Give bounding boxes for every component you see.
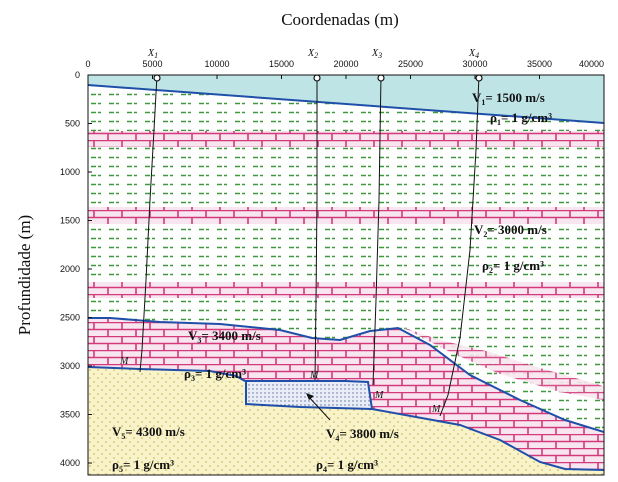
horizon-mark-2: M <box>309 370 319 381</box>
x-axis-ticks: 0 5000 10000 15000 20000 25000 30000 35000 40000 <box>85 59 605 79</box>
y-tick-label: 1000 <box>60 167 80 177</box>
layer-4-density: ρ4= 1 g/cm³ <box>316 457 378 474</box>
well-path-4 <box>439 75 480 417</box>
x-tick-label: 25000 <box>398 59 423 69</box>
horizon-mark-3: M <box>374 390 384 401</box>
layer-5-fill <box>88 367 604 475</box>
layer-5-density: ρ5= 1 g/cm³ <box>112 457 174 474</box>
x-tick-label: 30000 <box>462 59 487 69</box>
well-head-2 <box>313 74 321 82</box>
y-tick-label: 4000 <box>60 458 80 468</box>
chart-title: Coordenadas (m) <box>281 10 399 29</box>
layer-1-velocity: V1= 1500 m/s <box>472 90 545 107</box>
y-tick-label: 2000 <box>60 264 80 274</box>
y-tick-label: 1500 <box>60 216 80 226</box>
horizon-base-layer4 <box>245 381 373 410</box>
well-head-1 <box>153 74 161 82</box>
x-tick-label: 40000 <box>579 59 604 69</box>
brick-band-1 <box>88 131 604 147</box>
layer-3-density: ρ3= 1 g/cm³ <box>184 366 246 383</box>
layer-1-density: ρ1= 1 g/cm³ <box>490 110 552 127</box>
well-path-2 <box>314 75 318 381</box>
well-head-4 <box>475 74 483 82</box>
layer-5-velocity: V5= 4300 m/s <box>112 424 185 441</box>
y-tick-label: 500 <box>65 119 80 129</box>
layer-3-fill <box>88 318 604 470</box>
x-tick-label: 35000 <box>527 59 552 69</box>
x-tick-label: 15000 <box>269 59 294 69</box>
x-tick-label: 10000 <box>204 59 229 69</box>
y-tick-label: 3000 <box>60 361 80 371</box>
x-tick-label: 0 <box>85 59 90 69</box>
well-head-3 <box>377 74 385 82</box>
brick-band-3 <box>88 282 604 298</box>
horizon-mark-4: M <box>431 404 441 415</box>
well-label-3: X3 <box>371 48 382 60</box>
horizon-top-layer3 <box>88 317 604 433</box>
well-path-3 <box>372 75 382 386</box>
layer-2-density: ρ2= 1 g/cm³ <box>482 258 544 275</box>
layer-4-velocity: V4= 3800 m/s <box>326 426 399 443</box>
y-axis-ticks: 0 500 1000 1500 2000 2500 3000 3500 4000 <box>60 70 92 468</box>
horizon-mark-1: M <box>119 356 129 367</box>
layer-2-velocity: V2= 3000 m/s <box>474 222 547 239</box>
well-label-2: X2 <box>307 48 318 60</box>
layer-3-velocity: V3= 3400 m/s <box>188 328 261 345</box>
well-label-4: X4 <box>468 48 479 60</box>
well-label-1: X1 <box>147 48 158 60</box>
brick-band-2 <box>88 207 604 224</box>
well-path-1 <box>139 75 158 373</box>
layer-4-pointer-head <box>306 393 314 400</box>
x-tick-label: 5000 <box>142 59 162 69</box>
horizon-base-layer3 <box>88 366 604 471</box>
horizon-seafloor <box>88 84 604 124</box>
brick-wedge <box>402 327 604 400</box>
y-tick-label: 3500 <box>60 410 80 420</box>
layer-4-pointer <box>307 395 331 421</box>
y-tick-label: 2500 <box>60 313 80 323</box>
y-tick-label: 0 <box>75 70 80 80</box>
x-tick-label: 20000 <box>333 59 358 69</box>
layer-1-water <box>88 75 604 123</box>
y-axis-label: Profundidade (m) <box>15 215 34 335</box>
